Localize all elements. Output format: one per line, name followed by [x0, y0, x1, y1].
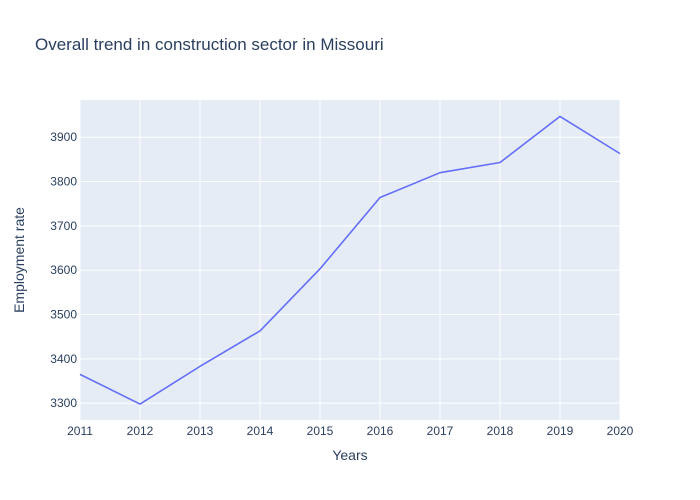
y-tick-label: 3500: [50, 308, 77, 322]
x-tick-label: 2012: [127, 424, 154, 438]
y-tick-label: 3900: [50, 130, 77, 144]
data-point[interactable]: [436, 169, 444, 177]
chart-title: Overall trend in construction sector in …: [35, 35, 384, 54]
y-axis-label: Employment rate: [11, 207, 27, 313]
data-point[interactable]: [76, 370, 84, 378]
x-tick-label: 2018: [487, 424, 514, 438]
x-tick-label: 2019: [547, 424, 574, 438]
x-tick-label: 2015: [307, 424, 334, 438]
x-tick-label: 2020: [607, 424, 634, 438]
y-tick-label: 3800: [50, 175, 77, 189]
data-point[interactable]: [616, 150, 624, 158]
series-line: [79, 115, 621, 405]
data-point[interactable]: [556, 112, 564, 120]
y-tick-label: 3300: [50, 396, 77, 410]
data-point[interactable]: [376, 194, 384, 202]
x-tick-label: 2011: [67, 424, 93, 438]
data-point[interactable]: [196, 362, 204, 370]
y-axis-ticks: 3300 3400 3500 3600 3700 3800 3900: [50, 130, 77, 410]
plot-area: [80, 100, 620, 420]
series-layer: [76, 112, 624, 408]
x-tick-label: 2017: [427, 424, 454, 438]
data-point[interactable]: [136, 400, 144, 408]
data-point[interactable]: [256, 327, 264, 335]
y-tick-label: 3600: [50, 263, 77, 277]
x-tick-label: 2013: [187, 424, 214, 438]
x-tick-label: 2016: [367, 424, 394, 438]
y-tick-label: 3400: [50, 352, 77, 366]
data-point[interactable]: [316, 265, 324, 273]
x-tick-label: 2014: [247, 424, 274, 438]
x-axis-ticks: 2011 2012 2013 2014 2015 2016 2017 2018 2019 2020: [67, 424, 634, 438]
gridlines: [79, 100, 621, 420]
data-point[interactable]: [496, 158, 504, 166]
x-axis-label: Years: [332, 447, 367, 463]
y-tick-label: 3700: [50, 219, 77, 233]
